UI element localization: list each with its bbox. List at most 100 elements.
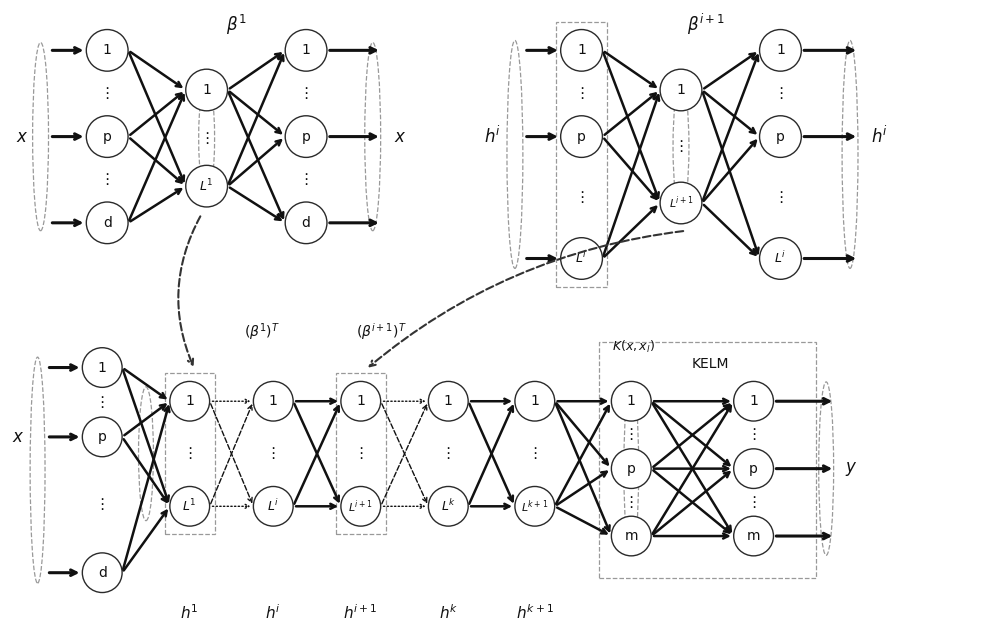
Text: KELM: KELM	[692, 357, 730, 370]
Circle shape	[611, 516, 651, 556]
Text: $h^i$: $h^i$	[871, 126, 888, 147]
Bar	[599, 341, 816, 578]
Text: ⋮: ⋮	[773, 86, 788, 101]
Circle shape	[82, 553, 122, 593]
Text: ⋮: ⋮	[574, 190, 589, 205]
Bar	[165, 374, 215, 534]
Text: 1: 1	[202, 83, 211, 97]
Text: 1: 1	[98, 360, 107, 374]
Text: ⋮: ⋮	[353, 446, 368, 461]
Text: m: m	[625, 529, 638, 543]
Circle shape	[734, 449, 773, 488]
Circle shape	[285, 30, 327, 71]
Circle shape	[734, 381, 773, 421]
Circle shape	[428, 381, 468, 421]
Text: 1: 1	[185, 394, 194, 408]
Circle shape	[611, 449, 651, 488]
Text: 1: 1	[677, 83, 685, 97]
Circle shape	[341, 381, 381, 421]
Text: $x$: $x$	[16, 128, 29, 146]
Circle shape	[611, 381, 651, 421]
Text: ⋮: ⋮	[95, 497, 110, 512]
Text: 1: 1	[356, 394, 365, 408]
Text: d: d	[302, 216, 311, 230]
Text: ⋮: ⋮	[298, 86, 314, 101]
Text: ⋮: ⋮	[673, 139, 689, 154]
Text: $h^{i+1}$: $h^{i+1}$	[343, 603, 378, 622]
Text: ⋮: ⋮	[298, 172, 314, 187]
Text: $K(x,x_l)$: $K(x,x_l)$	[612, 339, 655, 355]
Text: ⋮: ⋮	[746, 495, 761, 510]
Text: $L^i$: $L^i$	[774, 251, 787, 266]
Text: $L^1$: $L^1$	[182, 498, 197, 515]
Text: ⋮: ⋮	[95, 395, 110, 410]
Circle shape	[515, 381, 555, 421]
Circle shape	[515, 486, 555, 526]
Text: ⋮: ⋮	[527, 446, 542, 461]
Text: $L^1$: $L^1$	[199, 178, 214, 195]
Text: p: p	[776, 130, 785, 144]
Text: $L^{i+1}$: $L^{i+1}$	[348, 498, 373, 515]
Circle shape	[186, 165, 228, 207]
Circle shape	[428, 486, 468, 526]
Text: ⋮: ⋮	[441, 446, 456, 461]
Circle shape	[253, 381, 293, 421]
Text: 1: 1	[627, 394, 636, 408]
Text: $L^k$: $L^k$	[441, 498, 456, 514]
Bar	[336, 374, 386, 534]
Text: ⋮: ⋮	[624, 427, 639, 442]
Circle shape	[341, 486, 381, 526]
Circle shape	[561, 30, 602, 71]
Text: $x$: $x$	[12, 428, 25, 446]
Circle shape	[760, 116, 801, 158]
Text: $h^i$: $h^i$	[484, 126, 502, 147]
Text: $h^k$: $h^k$	[439, 603, 458, 622]
Circle shape	[760, 238, 801, 279]
Circle shape	[760, 30, 801, 71]
Circle shape	[734, 516, 773, 556]
Text: ⋮: ⋮	[266, 446, 281, 461]
Text: 1: 1	[749, 394, 758, 408]
Circle shape	[285, 202, 327, 244]
Circle shape	[561, 238, 602, 279]
Text: $L^{i+1}$: $L^{i+1}$	[669, 195, 693, 211]
Text: 1: 1	[444, 394, 453, 408]
Text: 1: 1	[530, 394, 539, 408]
Text: ⋮: ⋮	[100, 172, 115, 187]
Text: $L^i$: $L^i$	[267, 498, 279, 514]
Text: $x$: $x$	[394, 128, 407, 146]
Text: p: p	[302, 130, 311, 144]
Bar	[556, 21, 607, 287]
Text: p: p	[103, 130, 112, 144]
Text: ⋮: ⋮	[100, 86, 115, 101]
Circle shape	[660, 69, 702, 111]
Text: $h^{k+1}$: $h^{k+1}$	[516, 603, 554, 622]
Text: ⋮: ⋮	[773, 190, 788, 205]
Circle shape	[82, 417, 122, 457]
Circle shape	[82, 348, 122, 387]
Text: d: d	[98, 566, 107, 580]
Text: $L^i$: $L^i$	[575, 251, 588, 266]
Text: 1: 1	[269, 394, 278, 408]
Text: p: p	[627, 462, 636, 476]
Text: d: d	[103, 216, 112, 230]
Text: p: p	[749, 462, 758, 476]
Text: $\beta^1$: $\beta^1$	[226, 13, 247, 37]
Circle shape	[253, 486, 293, 526]
Text: 1: 1	[776, 43, 785, 57]
Text: 1: 1	[302, 43, 311, 57]
Text: $L^{k+1}$: $L^{k+1}$	[521, 498, 548, 515]
Text: ⋮: ⋮	[574, 86, 589, 101]
Text: 1: 1	[577, 43, 586, 57]
Circle shape	[561, 116, 602, 158]
Text: ⋮: ⋮	[199, 130, 214, 146]
Circle shape	[86, 202, 128, 244]
Text: $y$: $y$	[845, 460, 857, 478]
Text: $\beta^{i+1}$: $\beta^{i+1}$	[687, 12, 725, 37]
Text: $h^1$: $h^1$	[180, 603, 199, 622]
Circle shape	[660, 182, 702, 224]
Text: m: m	[747, 529, 760, 543]
Text: ⋮: ⋮	[624, 495, 639, 510]
Text: $h^i$: $h^i$	[265, 603, 281, 622]
Text: $(\beta^1)^T$: $(\beta^1)^T$	[244, 321, 280, 343]
